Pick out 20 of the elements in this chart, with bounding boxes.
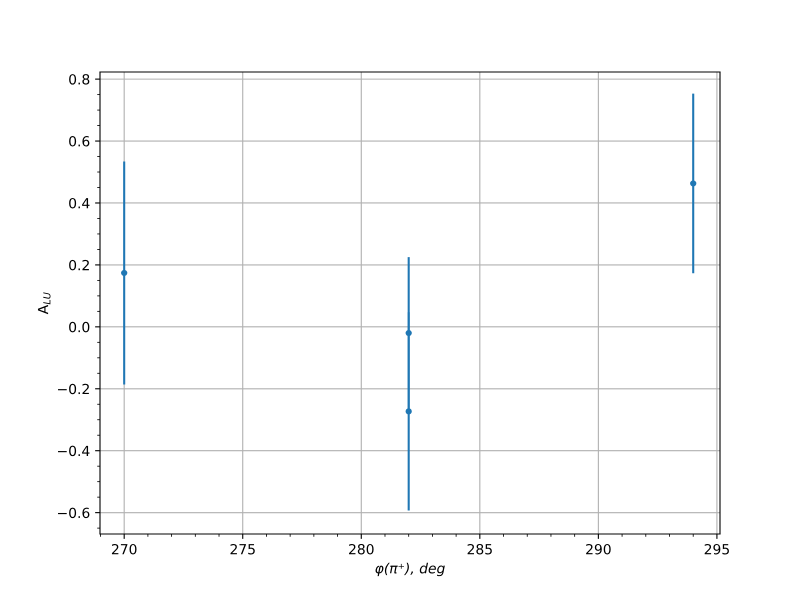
y-tick-label: 0.2 (69, 260, 89, 270)
y-tick-label: 0.6 (69, 136, 90, 147)
point (121, 270, 128, 276)
x-tick-label: 275 (230, 544, 255, 554)
y-tick-label: −0.2 (58, 384, 89, 394)
x-tick-label: 280 (349, 544, 374, 554)
y-tick-label: 0.8 (69, 74, 90, 85)
x-tick-label: 290 (586, 544, 611, 554)
x-tick-label: 295 (704, 544, 729, 554)
y-tick-label: 0.0 (69, 322, 90, 332)
y-axis-title: A$_{LU}$ (38, 292, 51, 314)
point (690, 180, 696, 187)
x-tick-label: 270 (112, 544, 137, 554)
y-tick-label: −0.4 (58, 446, 90, 456)
y-tick-label: 0.4 (69, 198, 90, 208)
point (406, 330, 412, 336)
point (406, 408, 412, 415)
x-tick-label: 285 (468, 544, 492, 554)
x-axis-title: φ(π⁺), deg (376, 562, 445, 576)
y-tick-label: −0.6 (58, 508, 90, 518)
